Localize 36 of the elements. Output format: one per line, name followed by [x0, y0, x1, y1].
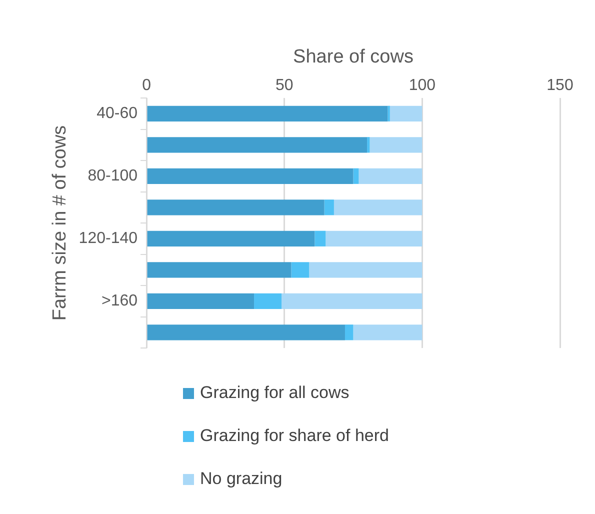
bar [334, 200, 422, 216]
bar [254, 293, 282, 309]
bar [353, 324, 422, 340]
legend-label: Grazing for share of herd [200, 426, 389, 446]
bar [147, 293, 254, 309]
bar [147, 200, 324, 216]
bar [353, 168, 359, 184]
bar [147, 324, 345, 340]
bar [147, 168, 354, 184]
x-tick-label: 100 [408, 76, 436, 94]
bar [291, 262, 310, 278]
x-tick-label: 50 [275, 76, 294, 94]
y-tick-label: >160 [101, 292, 138, 310]
bar [314, 230, 326, 246]
x-tick-label: 150 [546, 76, 574, 94]
legend-label: Grazing for all cows [200, 383, 350, 403]
bar [147, 106, 388, 122]
y-tick-label: 120-140 [78, 230, 138, 248]
bar [147, 262, 292, 278]
legend-label: No grazing [200, 469, 282, 489]
y-axis-title: Farrm size in # of cows [50, 125, 71, 321]
bar [326, 230, 422, 246]
bar [147, 137, 368, 153]
y-tick-label: 80-100 [88, 168, 138, 185]
bar [390, 106, 422, 122]
x-axis-title: Share of cows [293, 46, 414, 68]
bar [324, 200, 334, 216]
bar [370, 137, 422, 153]
bar [309, 262, 422, 278]
bar [367, 137, 370, 153]
bar [282, 293, 422, 309]
bar [358, 168, 422, 184]
y-tick-label: 40-60 [96, 105, 138, 122]
bar [344, 324, 354, 340]
x-tick-label: 0 [142, 76, 152, 94]
bar [147, 230, 315, 246]
